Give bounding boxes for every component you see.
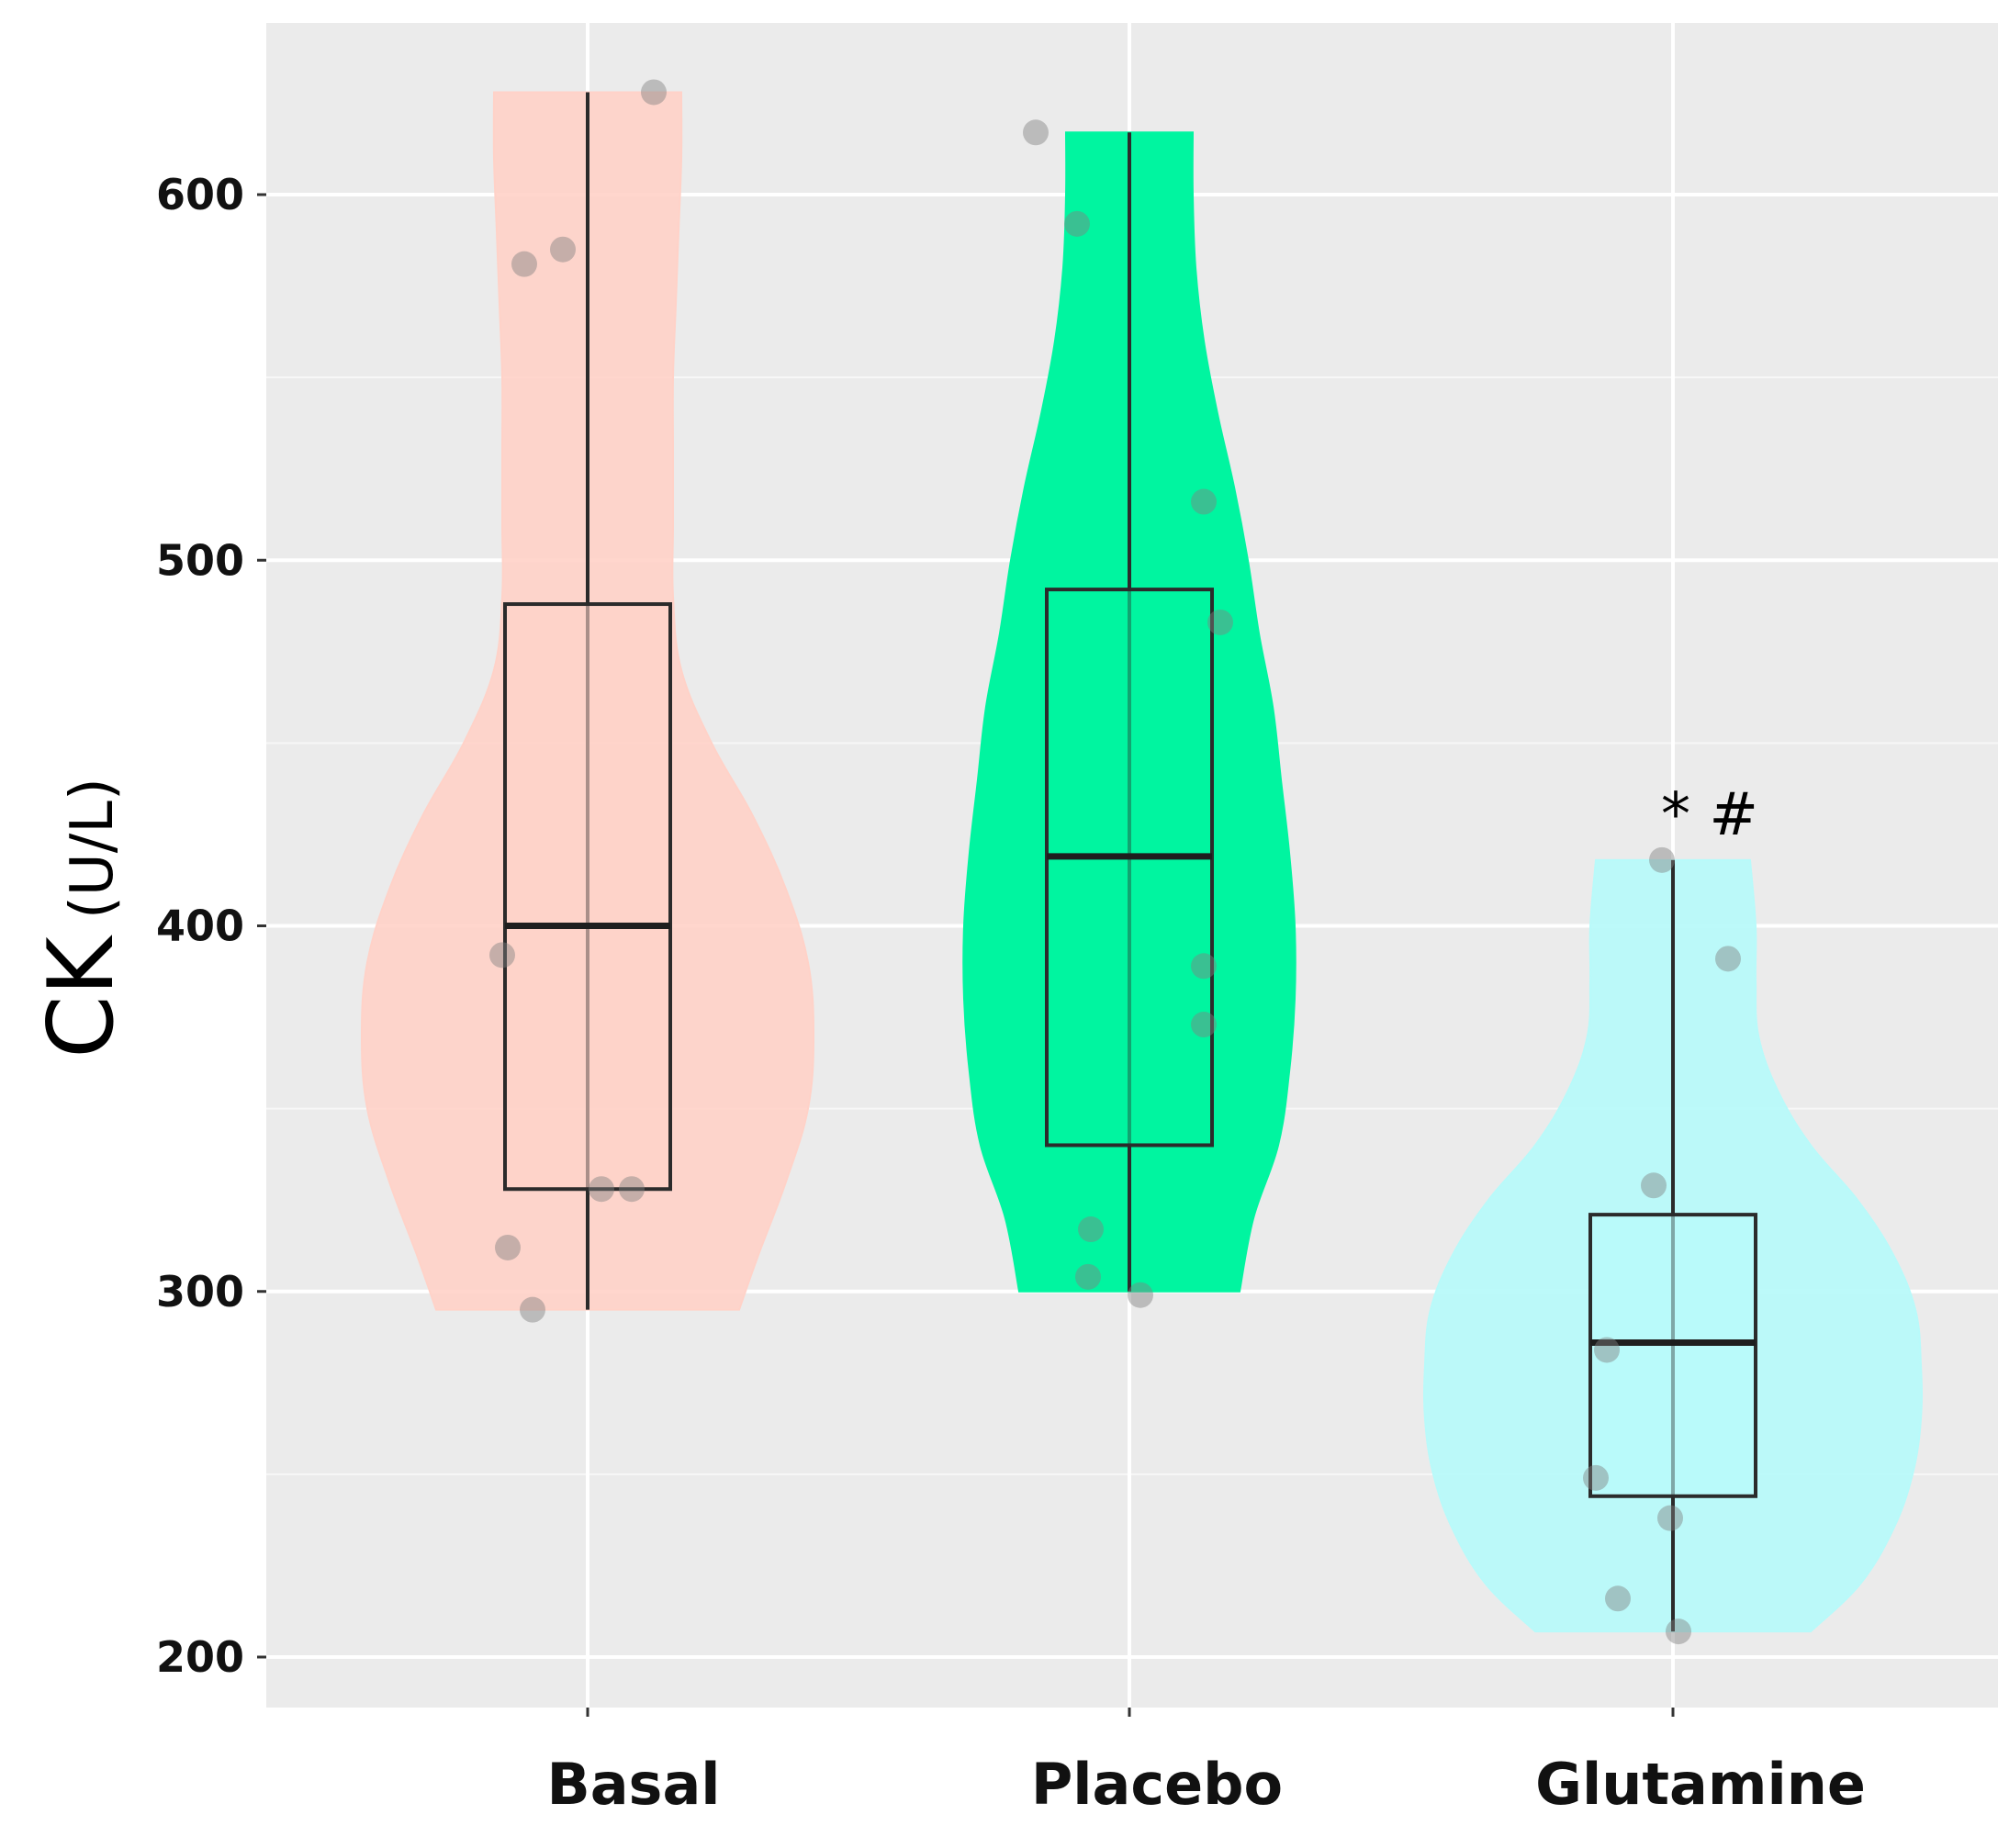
y-axis-title-unit: (U/L): [59, 778, 127, 919]
data-point: [1649, 846, 1675, 873]
y-axis-title-main: CK: [29, 934, 134, 1058]
y-tick-label: 400: [156, 902, 244, 951]
data-point: [1605, 1585, 1631, 1612]
data-point: [1191, 953, 1217, 980]
significance-annotation: * #: [1661, 781, 1758, 849]
box-placebo: [1045, 588, 1214, 1148]
data-point: [1075, 1263, 1101, 1290]
data-point: [511, 251, 537, 277]
data-point: [1207, 609, 1233, 635]
y-axis-label: CK (U/L): [29, 778, 134, 1058]
data-point: [1128, 1282, 1153, 1308]
data-point: [495, 1234, 521, 1260]
data-point: [520, 1296, 545, 1323]
y-tick-label: 200: [156, 1632, 244, 1682]
y-axis-title: CK (U/L): [29, 778, 134, 1058]
data-point: [1023, 119, 1049, 146]
data-point: [1191, 1012, 1217, 1038]
data-points: [489, 79, 1741, 1645]
data-point: [550, 236, 576, 263]
y-tick-label: 300: [156, 1267, 244, 1316]
data-point: [589, 1176, 614, 1203]
annotations: * #: [1661, 781, 1758, 849]
box-glutamine: [1588, 1213, 1757, 1498]
y-tick-label: 500: [156, 535, 244, 585]
boxplots: [503, 92, 1757, 1632]
box-basal: [503, 602, 672, 1192]
data-point: [619, 1176, 645, 1203]
data-point: [1666, 1618, 1691, 1645]
x-tick-label: Glutamine: [1535, 1751, 1866, 1818]
x-tick-label: Basal: [546, 1751, 720, 1818]
data-point: [1641, 1172, 1667, 1199]
data-point: [1583, 1464, 1609, 1491]
data-point: [1078, 1216, 1104, 1243]
data-point: [1657, 1505, 1683, 1531]
data-point: [1064, 210, 1090, 237]
y-axis: 200 300 400 500 600: [156, 170, 266, 1682]
data-point: [1715, 946, 1741, 972]
data-point: [641, 79, 667, 106]
data-point: [1594, 1337, 1620, 1363]
x-axis: Basal Placebo Glutamine: [546, 1708, 1866, 1818]
data-point: [489, 942, 515, 969]
x-tick-label: Placebo: [1031, 1751, 1283, 1818]
y-tick-label: 600: [156, 170, 244, 219]
data-point: [1191, 488, 1217, 515]
